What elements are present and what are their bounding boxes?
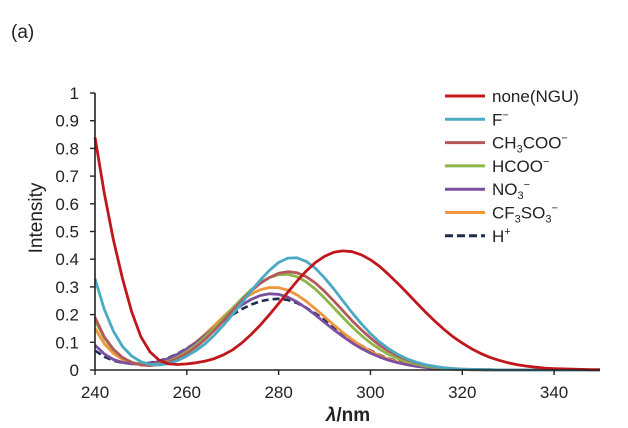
x-tick-label: 240: [81, 383, 109, 402]
x-axis-ticks: 240 260 280 300 320 340: [81, 370, 568, 402]
y-tick-label: 0: [70, 361, 79, 380]
y-tick-label: 0.3: [55, 278, 79, 297]
legend-label: F−: [492, 109, 509, 129]
x-axis-label-rest: /nm: [336, 405, 370, 423]
y-tick-label: 0.7: [55, 167, 79, 186]
x-tick-label: 340: [540, 383, 568, 402]
y-tick-label: 0.5: [55, 223, 79, 242]
x-tick-label: 320: [448, 383, 476, 402]
legend-label: CH3COO−: [492, 133, 568, 156]
y-tick-label: 0.9: [55, 112, 79, 131]
legend-label: CF3SO3−: [492, 203, 558, 226]
y-axis-ticks: 0 0.1 0.2 0.3 0.4 0.5 0.6 0.7 0.8 0.9 1: [55, 84, 95, 380]
legend-label: none(NGU): [492, 87, 579, 106]
y-tick-label: 0.2: [55, 306, 79, 325]
legend: none(NGU) F− CH3COO−HCOO− NO3−CF3SO3−H+: [445, 87, 579, 246]
x-axis-label: λ/nm: [325, 405, 370, 423]
series-line-0: [93, 137, 600, 372]
x-axis-label-italic: λ: [325, 405, 337, 423]
y-tick-label: 0.1: [55, 333, 79, 352]
x-tick-label: 260: [173, 383, 201, 402]
legend-label: H+: [492, 226, 511, 246]
legend-label: NO3−: [492, 179, 530, 202]
x-tick-label: 300: [356, 383, 384, 402]
y-tick-label: 0.6: [55, 195, 79, 214]
y-tick-label: 0.4: [55, 250, 79, 269]
y-axis-label: Intensity: [26, 182, 47, 253]
legend-label: HCOO−: [492, 156, 549, 176]
y-tick-label: 1: [70, 84, 79, 103]
x-tick-label: 280: [264, 383, 292, 402]
panel-label: (a): [11, 22, 34, 43]
y-tick-label: 0.8: [55, 139, 79, 158]
